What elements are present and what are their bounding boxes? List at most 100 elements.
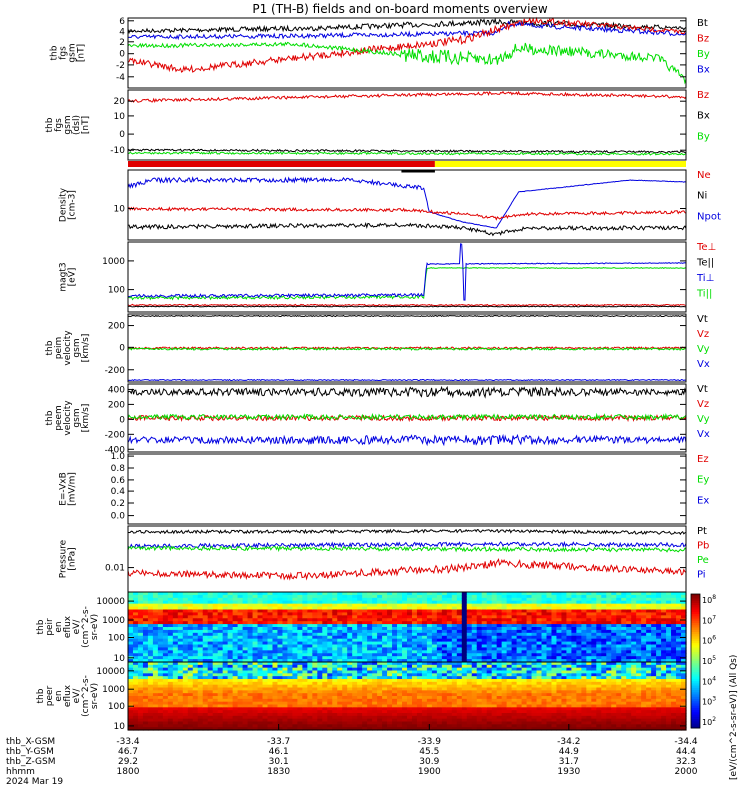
y-tick-label: 200 [108,322,125,332]
y-axis-label: thb [45,340,55,355]
y-axis-label: velocity [63,330,73,366]
y-tick-label: 6 [119,17,125,27]
legend-vx: Vx [697,429,710,440]
panel-frame-peer [127,661,687,731]
y-axis-label: peir [45,618,55,636]
x-tick-label: -33.4 [116,737,140,747]
y-axis-label: E=-VxB [59,472,69,506]
y-axis-label: peer [45,685,55,706]
legend-vt: Vt [697,314,708,325]
colorbar-tick: 108 [702,594,716,605]
y-tick-label: 0.8 [111,464,126,474]
panel-frame-density [127,169,687,241]
legend-pi: Pi [697,570,706,581]
y-axis-label: thb [45,410,55,425]
x-tick-label: 32.3 [676,757,696,767]
y-axis-label: peem [54,405,64,431]
x-tick-label: -33.9 [418,737,442,747]
y-axis-label: gsm [63,115,73,134]
panel-frame-efield [127,453,687,525]
colorbar-tick: 104 [702,675,716,686]
y-tick-label: -200 [105,366,126,376]
trace-ti-perp [127,243,687,301]
panel-frame-fgs_dsl [127,89,687,161]
y-axis-label: Density [59,187,69,222]
y-axis-label: (dsl) [72,115,82,135]
y-tick-label: 0.4 [111,487,126,497]
legend-vz: Vz [697,329,709,340]
legend-pe: Pe [697,555,709,566]
trace-ti-par [127,267,687,301]
y-axis-label: fgs [54,118,64,132]
y-axis-label: eflux [63,684,73,707]
x-tick-label: 30.1 [269,757,289,767]
y-tick-label: 10 [114,205,126,215]
y-tick-label: 1000 [102,616,125,626]
colorbar-tick: 103 [702,696,716,707]
x-tick-label: 1930 [557,767,580,777]
trace-vy-peem [127,412,687,422]
y-axis-label: gsm [72,338,82,357]
trace-te-par [128,305,687,308]
trace-pb [127,558,687,581]
legend-vz: Vz [697,399,709,410]
y-tick-label: 10 [114,722,126,732]
y-tick-label: -400 [105,445,126,455]
panel-frame-pressure [127,525,687,593]
trace-by [127,41,687,85]
x-tick-label: -34.2 [557,737,580,747]
y-axis-label: sr-eV) [90,614,100,640]
y-axis-label: magt3 [59,262,69,291]
y-tick-label: 10000 [96,597,125,607]
y-axis-label: en [54,690,64,701]
colorbar-tick: 105 [702,655,716,666]
y-axis-label: thb [36,688,46,703]
legend-vx: Vx [697,359,710,370]
y-tick-label: 0.2 [111,499,125,509]
x-tick-label: 44.4 [676,747,696,757]
x-tick-label: -33.7 [267,737,290,747]
legend-bz: Bz [697,90,709,101]
panel-frame-peim [127,313,687,383]
trace-bx [127,20,687,41]
y-axis-label: eV/ [72,619,82,635]
legend-bx: Bx [697,65,710,76]
legend-ex: Ex [697,495,709,506]
x-tick-label: 30.9 [419,757,439,767]
trace-te-perp [127,303,687,307]
legend-vy: Vy [697,414,710,425]
y-axis-label: velocity [63,400,73,436]
trace-by-dsl [128,151,687,156]
x-tick-label: 46.1 [269,747,289,757]
legend-bt: Bt [697,18,708,29]
date-label: 2024 Mar 19 [6,777,63,787]
y-axis-label: [nPa] [68,547,78,570]
colorbar-tick: 102 [702,716,716,727]
y-axis-label: gsm [72,408,82,427]
spectrogram-peir [128,592,687,663]
x-row-label: thb_X-GSM [6,737,55,747]
legend-ti⊥: Ti⊥ [696,273,714,284]
x-tick-label: 29.2 [118,757,138,767]
trace-vz-peem [127,413,687,423]
y-axis-label: thb [36,619,46,634]
trace-bx-dsl [127,148,687,154]
status-bar-red [128,161,435,167]
legend-pb: Pb [697,541,709,552]
trace-pi [127,540,687,550]
legend-ti||: Ti|| [696,289,712,300]
legend-te⊥: Te⊥ [696,242,716,253]
y-tick-label: 4 [119,27,125,37]
y-tick-label: 0 [119,343,125,353]
y-tick-label: 0.6 [111,476,126,486]
y-axis-label: [nT] [81,116,91,134]
y-axis-label: peim [54,337,64,360]
x-tick-label: -34.4 [674,737,698,747]
y-tick-label: 0 [119,130,125,140]
y-tick-label: -200 [105,430,126,440]
y-tick-label: 400 [108,385,125,395]
y-tick-label: 200 [108,400,125,410]
legend-ez: Ez [697,454,709,465]
status-bar-black [401,170,435,173]
colorbar-tick: 106 [702,635,716,646]
